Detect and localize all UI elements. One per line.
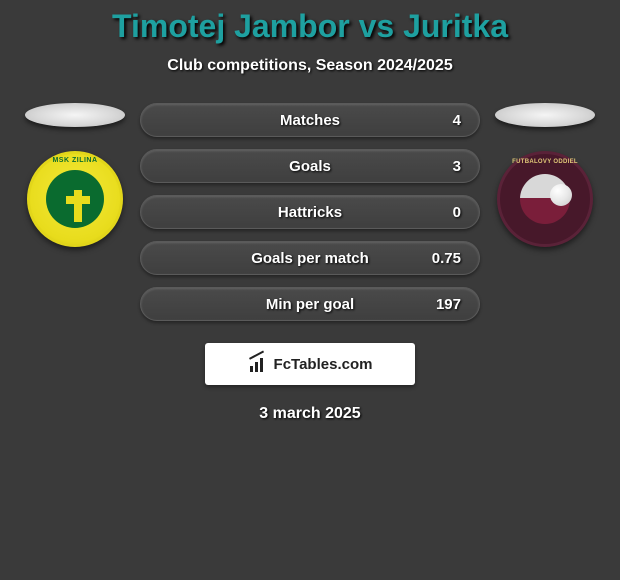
stat-row-hattricks: Hattricks 0 [140,195,480,229]
stat-value-right: 3 [453,158,461,175]
date-text: 3 march 2025 [0,405,620,423]
club-logo-right-text: FUTBALOVY ODDIEL [500,159,590,165]
stat-value-right: 197 [436,296,461,313]
stat-label: Goals per match [141,250,479,267]
brand-text: FcTables.com [274,356,373,373]
stats-list: Matches 4 Goals 3 Hattricks 0 Goals per … [140,103,480,321]
page-title: Timotej Jambor vs Juritka [0,8,620,45]
club-logo-left-text: MSK ZILINA [30,157,120,164]
left-side: MSK ZILINA [20,103,130,247]
stat-label: Hattricks [141,204,479,221]
stat-label: Min per goal [141,296,479,313]
stat-value-right: 4 [453,112,461,129]
player-placeholder-right [495,103,595,127]
stat-label: Matches [141,112,479,129]
right-side: FUTBALOVY ODDIEL [490,103,600,247]
club-logo-right: FUTBALOVY ODDIEL [497,151,593,247]
subtitle: Club competitions, Season 2024/2025 [0,57,620,75]
stat-value-right: 0.75 [432,250,461,267]
stat-row-goals: Goals 3 [140,149,480,183]
player-placeholder-left [25,103,125,127]
brand-badge[interactable]: FcTables.com [205,343,415,385]
chart-icon [248,354,268,374]
stat-row-mpg: Min per goal 197 [140,287,480,321]
comparison-card: Timotej Jambor vs Juritka Club competiti… [0,0,620,423]
cross-icon [74,190,82,222]
stat-row-matches: Matches 4 [140,103,480,137]
stat-row-gpm: Goals per match 0.75 [140,241,480,275]
main-row: MSK ZILINA Matches 4 Goals 3 Hattricks 0… [0,103,620,321]
stat-label: Goals [141,158,479,175]
club-logo-left: MSK ZILINA [27,151,123,247]
ball-icon [550,184,572,206]
stat-value-right: 0 [453,204,461,221]
